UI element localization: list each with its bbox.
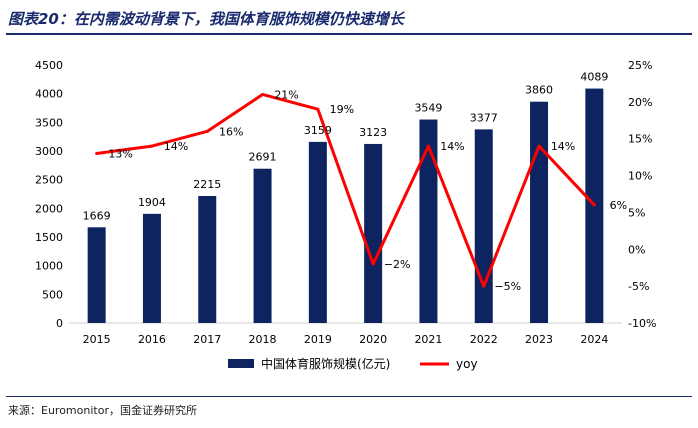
x-tick-label: 2023 [525,333,553,346]
yoy-point [482,284,486,288]
yoy-point [371,262,375,266]
x-tick-label: 2021 [414,333,442,346]
bar [364,143,383,323]
y-left-tick-label: 3500 [35,116,63,129]
y-right-tick-label: 0% [628,243,645,256]
x-tick-label: 2018 [249,333,277,346]
legend-bar-label: 中国体育服饰规模(亿元) [261,356,390,371]
y-right-tick-label: 20% [628,96,652,109]
bar [142,213,161,323]
y-right-tick-label: 5% [628,206,645,219]
bar-value-label: 1669 [83,209,111,222]
y-right-tick-label: -5% [628,280,649,293]
bar-value-label: 2691 [249,151,277,164]
x-tick-label: 2022 [470,333,498,346]
y-left-tick-label: 4500 [35,59,63,72]
yoy-line [96,92,596,288]
bar-value-label: 3123 [359,126,387,139]
bar [253,168,272,323]
x-tick-label: 2016 [138,333,166,346]
y-right-tick-label: 15% [628,133,652,146]
yoy-value-label: 19% [330,103,354,116]
yoy-point [95,151,99,155]
yoy-point [261,92,265,96]
bar [87,227,106,323]
y-left-tick-label: 500 [42,288,63,301]
bar-value-label: 3860 [525,84,553,97]
yoy-value-label: −5% [494,280,521,293]
yoy-value-label: 21% [274,88,298,101]
bar-value-label: 3377 [470,111,498,124]
y-left-tick-label: 1000 [35,260,63,273]
x-tick-label: 2015 [83,333,111,346]
yoy-point [150,144,154,148]
axes: 0 500 1000 1500 2000 2500 3000 3500 4000 4500 -10%… [35,59,656,346]
title-divider [6,33,692,35]
yoy-value-label: −2% [384,258,411,271]
y-right-tick-label: 10% [628,170,652,183]
line-series [95,92,596,288]
data-labels: 1669 1904 2215 2691 3159 3123 3549 3377 3860 4089… [83,71,627,294]
yoy-value-label: 16% [219,125,243,138]
chart-title: 图表20：在内需波动背景下，我国体育服饰规模仍快速增长 [8,10,404,28]
yoy-point [592,203,596,207]
y-right-tick-label: -10% [628,317,656,330]
footer-divider [6,396,692,397]
x-tick-label: 2017 [193,333,221,346]
legend-line-label: yoy [456,357,478,371]
bar [198,196,217,323]
yoy-point [316,107,320,111]
x-tick-label: 2019 [304,333,332,346]
y-left-tick-label: 4000 [35,88,63,101]
y-left-tick-label: 3000 [35,145,63,158]
y-left-tick-label: 2000 [35,202,63,215]
legend: 中国体育服饰规模(亿元) yoy [228,356,478,371]
bar [419,119,438,323]
yoy-point [537,144,541,148]
bar [530,101,549,324]
bar-value-label: 2215 [193,178,221,191]
y-left-tick-label: 2500 [35,174,63,187]
x-tick-label: 2024 [580,333,608,346]
yoy-value-label: 13% [108,147,132,160]
yoy-value-label: 6% [610,199,627,212]
y-right-tick-label: 25% [628,59,652,72]
yoy-point [205,129,209,133]
bar-value-label: 1904 [138,196,166,209]
yoy-value-label: 14% [164,140,188,153]
source-note: 来源：Euromonitor，国金证券研究所 [8,404,197,417]
bar-value-label: 3159 [304,124,332,137]
yoy-point [426,144,430,148]
yoy-value-label: 14% [551,140,575,153]
x-tick-label: 2020 [359,333,387,346]
bar [474,129,493,323]
bar-value-label: 3549 [414,102,442,115]
yoy-value-label: 14% [440,140,464,153]
y-left-tick-label: 1500 [35,231,63,244]
bar-value-label: 4089 [580,71,608,84]
bar [308,141,327,323]
legend-bar-swatch [228,359,254,368]
chart: 0 500 1000 1500 2000 2500 3000 3500 4000 4500 -10%… [35,59,656,371]
y-left-tick-label: 0 [56,317,63,330]
bar-series [87,88,604,324]
